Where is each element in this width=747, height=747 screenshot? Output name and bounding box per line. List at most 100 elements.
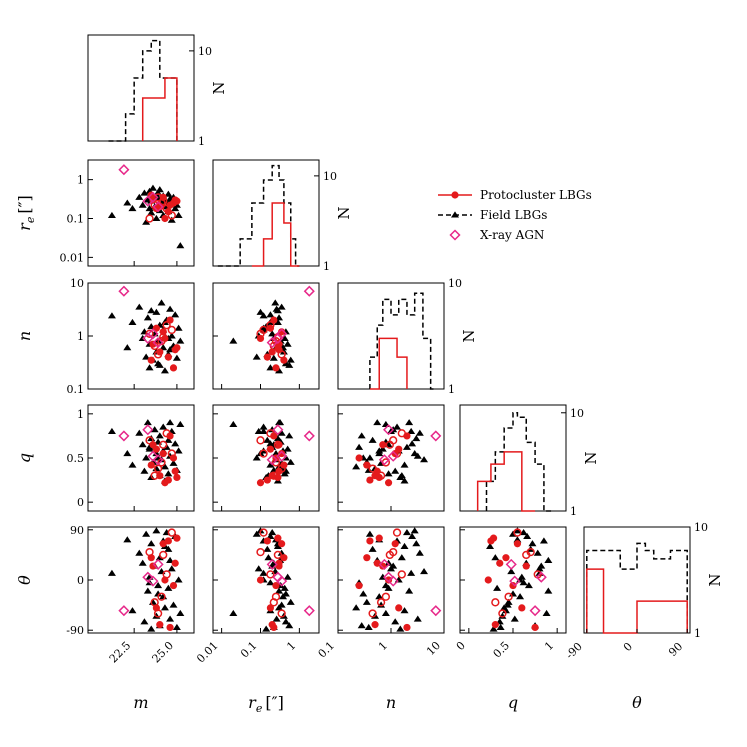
field-point (544, 587, 553, 594)
protocluster-point (375, 473, 383, 482)
protocluster-point (159, 449, 167, 458)
field-point (519, 528, 528, 536)
protocluster-open-point (273, 550, 283, 560)
protocluster-open-point (392, 528, 402, 537)
protocluster-point (173, 473, 181, 482)
agn-point (378, 558, 390, 570)
axis-label-re: re[″] (15, 195, 37, 231)
field-point (413, 615, 422, 622)
agn-point (118, 605, 130, 617)
field-point (391, 618, 400, 625)
field-point (415, 429, 424, 436)
field-point (381, 609, 390, 616)
protocluster-open-point (385, 440, 394, 449)
agn-point (276, 575, 288, 587)
field-point (286, 458, 295, 465)
field-point (147, 625, 156, 632)
protocluster-point (363, 461, 371, 469)
field-point (167, 216, 176, 223)
protocluster-open-point (159, 333, 168, 342)
protocluster-open-point (162, 204, 171, 213)
field-point (281, 360, 290, 367)
scatter-points (107, 419, 185, 487)
protocluster-open-point (256, 436, 265, 445)
x-tick-label: 0.1 (316, 639, 338, 661)
field-point (415, 549, 424, 556)
field-point (263, 545, 272, 552)
field-point (145, 364, 154, 371)
field-point (166, 419, 175, 426)
protocluster-point (373, 559, 381, 567)
field-point (528, 540, 537, 547)
protocluster-point (173, 534, 181, 542)
field-point (143, 419, 152, 426)
field-point (266, 532, 275, 540)
field-point (355, 443, 364, 450)
agn-point (147, 575, 159, 587)
legend-marker (449, 229, 461, 241)
scatter-points (352, 419, 442, 487)
field-point (229, 609, 238, 616)
protocluster-open-point (153, 609, 163, 618)
agn-point (505, 558, 517, 570)
protocluster-open-point (157, 592, 166, 601)
protocluster-open-point (368, 609, 377, 618)
field-point (154, 360, 163, 367)
protocluster-point (147, 356, 155, 364)
scatter-frame (459, 526, 567, 634)
field-point (283, 340, 292, 347)
protocluster-point (161, 214, 169, 223)
field-point (160, 367, 169, 374)
field-point (174, 324, 183, 331)
field-point (375, 593, 384, 600)
field-point (365, 454, 374, 461)
agn-point (266, 337, 278, 349)
agn-point (276, 450, 288, 462)
scatter-q-vs-n (337, 404, 445, 512)
field-point (408, 532, 417, 540)
protocluster-point (266, 445, 275, 453)
field-point (496, 623, 505, 630)
field-point (405, 419, 414, 426)
y-tick-label: 0.1 (67, 213, 85, 226)
field-point (266, 440, 275, 447)
y-tick-label: 0.1 (67, 383, 85, 396)
agn-point (509, 575, 521, 587)
hist-n-tick-label: 1 (570, 505, 577, 518)
hist-n-label: N (210, 81, 228, 94)
hist-n-tick-label: 10 (323, 170, 337, 183)
protocluster-open-point (150, 471, 159, 480)
field-point (368, 545, 377, 552)
protocluster-open-point (266, 429, 275, 438)
protocluster-open-point (504, 592, 513, 601)
scatter-n-vs-re (212, 282, 320, 390)
field-point (169, 601, 178, 608)
protocluster-open-point (162, 321, 171, 330)
field-point (281, 590, 290, 597)
hist-n-label: N (582, 451, 600, 464)
field-point (123, 199, 132, 206)
field-point (513, 527, 522, 534)
field-point (176, 337, 185, 344)
axis-label-re: re[″] (248, 693, 284, 715)
field-point (169, 459, 178, 466)
field-point (259, 312, 268, 319)
field-point (164, 436, 173, 443)
histogram-re: 1 10 N (212, 159, 353, 273)
field-point (507, 568, 516, 575)
field-point (519, 579, 528, 586)
field-point (140, 467, 149, 474)
field-point (280, 470, 289, 477)
field-point (140, 189, 149, 196)
field-point (533, 549, 542, 556)
field-histogram-theta (586, 542, 688, 633)
field-point (174, 576, 183, 583)
field-point (171, 440, 180, 447)
protocluster-open-point (259, 528, 268, 537)
y-tick-label: 0 (77, 574, 84, 587)
field-point (486, 542, 495, 550)
agn-point (266, 454, 278, 466)
protocluster-open-point (162, 570, 171, 579)
field-point (138, 201, 147, 208)
